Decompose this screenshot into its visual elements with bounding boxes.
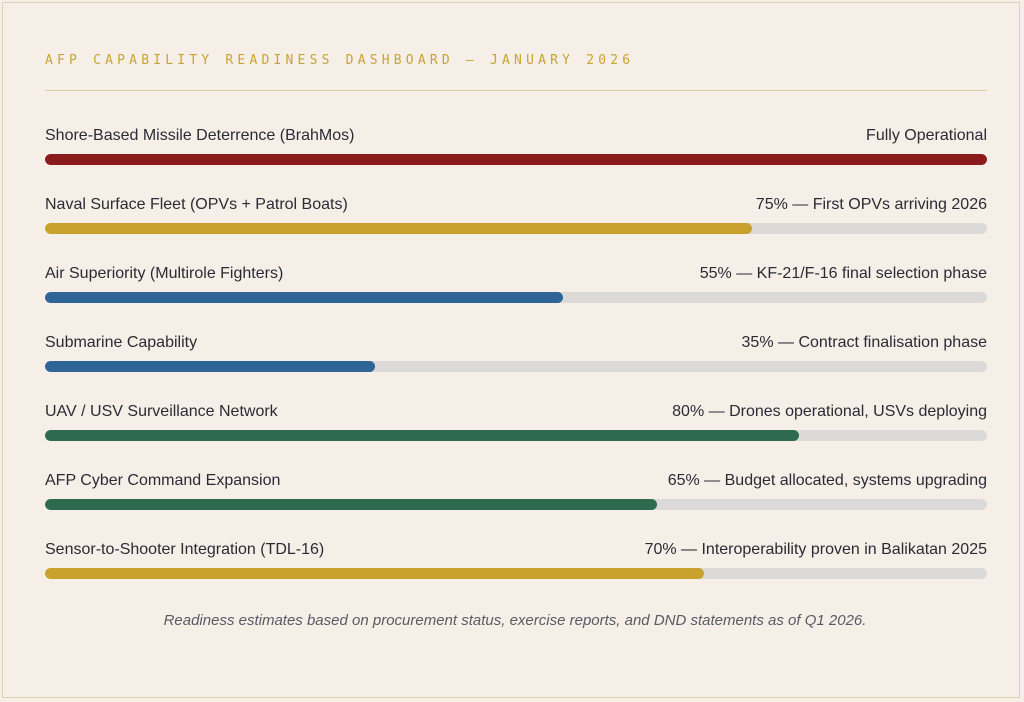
progress-track xyxy=(45,568,987,579)
progress-track xyxy=(45,154,987,165)
readiness-row: Shore-Based Missile Deterrence (BrahMos)… xyxy=(45,127,987,177)
progress-track xyxy=(45,499,987,510)
progress-bar-fill xyxy=(45,154,987,165)
readiness-row: Sensor-to-Shooter Integration (TDL-16) 70… xyxy=(45,541,987,591)
progress-track xyxy=(45,292,987,303)
readiness-status: 75% — First OPVs arriving 2026 xyxy=(755,196,987,213)
progress-bar-fill xyxy=(45,568,704,579)
progress-track xyxy=(45,361,987,372)
capability-label: Submarine Capability xyxy=(45,334,198,351)
readiness-status: 80% — Drones operational, USVs deploying xyxy=(672,403,987,420)
capability-label: Naval Surface Fleet (OPVs + Patrol Boats… xyxy=(45,196,348,213)
progress-bar-fill xyxy=(45,361,375,372)
capability-label: UAV / USV Surveillance Network xyxy=(45,403,278,420)
title-divider xyxy=(45,90,987,91)
dashboard-title: AFP CAPABILITY READINESS DASHBOARD — JAN… xyxy=(45,53,635,68)
readiness-row: Air Superiority (Multirole Fighters) 55% … xyxy=(45,265,987,315)
readiness-status: 70% — Interoperability proven in Balikat… xyxy=(644,541,987,558)
readiness-row: Submarine Capability 35% — Contract final… xyxy=(45,334,987,384)
readiness-row: UAV / USV Surveillance Network 80% — Dron… xyxy=(45,403,987,453)
progress-bar-fill xyxy=(45,223,752,234)
readiness-status: 35% — Contract finalisation phase xyxy=(741,334,987,351)
progress-track xyxy=(45,430,987,441)
capability-label: Sensor-to-Shooter Integration (TDL-16) xyxy=(45,541,325,558)
capability-label: Shore-Based Missile Deterrence (BrahMos) xyxy=(45,127,355,144)
readiness-status: 65% — Budget allocated, systems upgradin… xyxy=(667,472,987,489)
progress-bar-fill xyxy=(45,430,799,441)
readiness-status: Fully Operational xyxy=(866,127,987,144)
capability-label: AFP Cyber Command Expansion xyxy=(45,472,281,489)
readiness-row: Naval Surface Fleet (OPVs + Patrol Boats… xyxy=(45,196,987,246)
progress-track xyxy=(45,223,987,234)
footnote: Readiness estimates based on procurement… xyxy=(163,612,867,629)
capability-label: Air Superiority (Multirole Fighters) xyxy=(45,265,284,282)
readiness-row: AFP Cyber Command Expansion 65% — Budget … xyxy=(45,472,987,522)
readiness-status: 55% — KF-21/F-16 final selection phase xyxy=(699,265,987,282)
progress-bar-fill xyxy=(45,292,563,303)
progress-bar-fill xyxy=(45,499,657,510)
